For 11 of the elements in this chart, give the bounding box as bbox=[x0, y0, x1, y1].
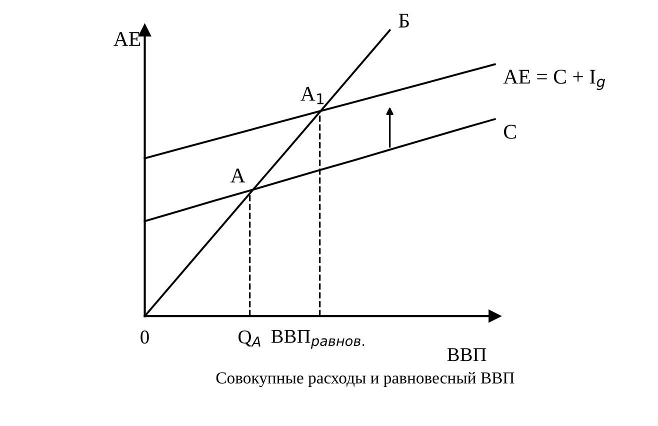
y-axis-title: AE bbox=[114, 32, 140, 46]
x-tick-label: Q$_{A}$ bbox=[238, 330, 260, 347]
series-label: AE = C + I$_{g}$ bbox=[503, 70, 605, 90]
x-axis-title: ВВП bbox=[447, 348, 486, 362]
x-tick-label: 0 bbox=[140, 330, 149, 344]
annotation: A$_{1}$ bbox=[300, 86, 324, 104]
series-label: Б bbox=[398, 14, 409, 28]
annotation: A bbox=[230, 168, 246, 182]
series-label: C bbox=[504, 124, 516, 139]
x-tick-label: ВВП$_{равнов.}$ bbox=[271, 330, 364, 349]
text: Совокупные расходы и равновесный ВВП bbox=[216, 372, 514, 387]
